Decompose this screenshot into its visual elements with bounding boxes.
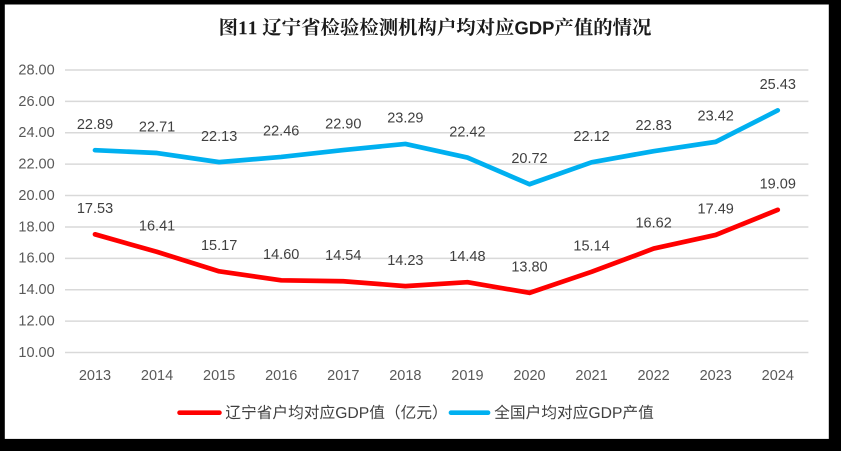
- svg-text:14.23: 14.23: [387, 253, 423, 269]
- svg-text:2017: 2017: [327, 368, 359, 384]
- svg-text:28.00: 28.00: [18, 62, 54, 78]
- svg-text:15.17: 15.17: [201, 238, 237, 254]
- svg-text:20.00: 20.00: [18, 188, 54, 204]
- svg-text:22.89: 22.89: [77, 117, 113, 133]
- svg-text:2015: 2015: [203, 368, 235, 384]
- svg-text:10.00: 10.00: [18, 345, 54, 361]
- svg-text:20.72: 20.72: [511, 151, 547, 167]
- svg-text:24.00: 24.00: [18, 125, 54, 141]
- svg-text:17.49: 17.49: [698, 202, 734, 218]
- svg-text:23.42: 23.42: [698, 109, 734, 125]
- svg-text:14.60: 14.60: [263, 247, 299, 263]
- svg-text:18.00: 18.00: [18, 219, 54, 235]
- svg-text:22.46: 22.46: [263, 124, 299, 140]
- svg-text:22.12: 22.12: [573, 129, 609, 145]
- svg-text:16.41: 16.41: [139, 219, 175, 235]
- svg-text:2023: 2023: [700, 368, 732, 384]
- svg-text:25.43: 25.43: [760, 77, 796, 93]
- svg-text:14.00: 14.00: [18, 282, 54, 298]
- svg-text:2021: 2021: [575, 368, 607, 384]
- svg-text:22.71: 22.71: [139, 120, 175, 136]
- svg-text:15.14: 15.14: [573, 239, 609, 255]
- svg-text:2013: 2013: [79, 368, 111, 384]
- svg-text:14.54: 14.54: [325, 248, 361, 264]
- svg-text:2022: 2022: [637, 368, 669, 384]
- svg-text:22.42: 22.42: [449, 124, 485, 140]
- svg-text:19.09: 19.09: [760, 177, 796, 193]
- svg-text:26.00: 26.00: [18, 94, 54, 110]
- svg-text:2020: 2020: [513, 368, 545, 384]
- svg-text:12.00: 12.00: [18, 314, 54, 330]
- svg-text:2019: 2019: [451, 368, 483, 384]
- svg-text:22.83: 22.83: [635, 118, 671, 134]
- svg-text:22.00: 22.00: [18, 157, 54, 173]
- svg-text:2018: 2018: [389, 368, 421, 384]
- svg-text:22.90: 22.90: [325, 117, 361, 133]
- svg-text:17.53: 17.53: [77, 201, 113, 217]
- svg-text:2024: 2024: [762, 368, 794, 384]
- svg-text:14.48: 14.48: [449, 249, 485, 265]
- svg-text:16.62: 16.62: [635, 215, 671, 231]
- svg-text:2016: 2016: [265, 368, 297, 384]
- svg-text:16.00: 16.00: [18, 251, 54, 267]
- svg-text:2014: 2014: [141, 368, 173, 384]
- svg-text:22.13: 22.13: [201, 129, 237, 145]
- svg-text:23.29: 23.29: [387, 111, 423, 127]
- svg-text:13.80: 13.80: [511, 260, 547, 276]
